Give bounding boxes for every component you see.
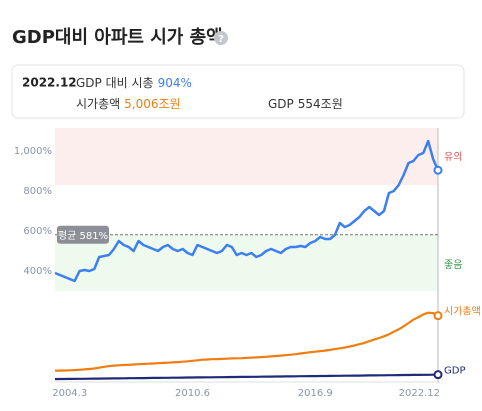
y-tick-label: 400%	[23, 266, 52, 277]
info-label: GDP 대비 시총	[76, 76, 154, 90]
x-tick-label: 2022.12	[399, 388, 440, 399]
y-tick-label: 600%	[23, 226, 52, 237]
info-value: 904%	[158, 76, 192, 90]
x-tick-label: 2016.9	[298, 388, 333, 399]
x-tick-label: 2004.3	[52, 388, 87, 399]
series-line	[54, 139, 440, 283]
info-value: 5,006조원	[124, 97, 180, 111]
zone-label: 유의	[444, 151, 462, 163]
y-tick-label: 1,000%	[14, 146, 52, 157]
zone	[55, 234, 438, 291]
info-label: 시가총액	[76, 97, 120, 111]
end-point	[433, 165, 443, 175]
help-icon[interactable]: ?	[214, 31, 228, 45]
chart-title: GDP대비 아파트 시가 총액	[12, 27, 223, 48]
series-label: GDP	[444, 366, 465, 377]
info-value: 554조원	[298, 97, 343, 111]
info-item: 시가총액 5,006조원	[76, 97, 181, 111]
series-label: 시가총액	[444, 306, 481, 318]
average-badge	[57, 225, 109, 244]
end-point	[433, 370, 443, 380]
x-tick-label: 2010.6	[175, 388, 210, 399]
info-date: 2022.12	[22, 76, 77, 90]
y-tick-label: 800%	[23, 186, 52, 197]
info-box	[11, 64, 465, 119]
average-label: 평균 581%	[58, 230, 108, 242]
info-item: GDP 대비 시총 904%	[76, 76, 192, 90]
series-line	[54, 373, 438, 381]
svg-text:?: ?	[218, 34, 224, 45]
zone	[55, 128, 438, 185]
info-label: GDP	[268, 97, 294, 111]
end-point	[433, 311, 443, 321]
zone-label: 좋음	[444, 259, 462, 271]
series-line	[54, 311, 439, 372]
info-item: GDP 554조원	[268, 97, 343, 111]
